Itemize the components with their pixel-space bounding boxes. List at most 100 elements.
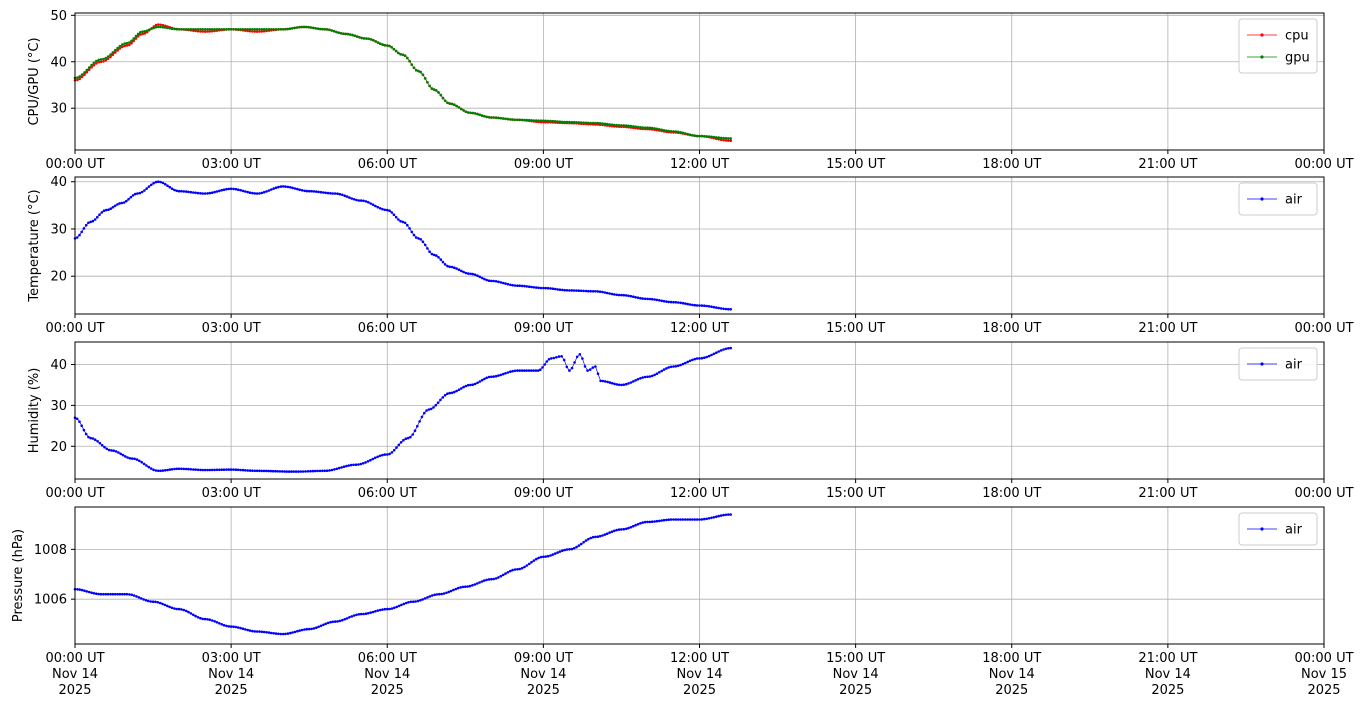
data-point — [414, 68, 418, 72]
data-point — [122, 201, 126, 204]
data-point — [196, 191, 200, 195]
data-point — [386, 607, 389, 611]
data-point — [462, 270, 465, 274]
data-point — [406, 223, 409, 227]
data-point — [622, 293, 626, 297]
data-point — [636, 296, 640, 300]
data-point — [246, 28, 249, 31]
series-air — [73, 513, 732, 636]
data-point — [392, 47, 396, 51]
data-point — [341, 618, 344, 622]
data-point — [381, 453, 384, 457]
data-point — [650, 520, 654, 523]
data-point — [608, 531, 611, 534]
data-point — [192, 613, 195, 617]
x-tick-label: 06:00 UT — [358, 486, 417, 501]
data-point — [485, 578, 488, 582]
data-point — [142, 462, 146, 466]
data-point — [253, 30, 257, 33]
data-point — [448, 265, 452, 269]
data-point — [371, 610, 375, 614]
data-point — [466, 585, 470, 588]
data-point — [439, 258, 443, 261]
data-point — [480, 580, 484, 583]
data-point — [570, 366, 574, 370]
data-point — [549, 554, 552, 557]
data-point — [91, 437, 95, 440]
data-point — [556, 120, 559, 123]
data-point — [85, 68, 89, 72]
data-point — [352, 614, 356, 617]
data-point — [293, 187, 297, 190]
data-point — [309, 469, 312, 473]
data-point — [455, 104, 458, 108]
data-point — [168, 27, 172, 30]
data-point — [328, 28, 331, 32]
data-point — [358, 36, 361, 39]
data-point — [333, 192, 337, 195]
data-point — [232, 625, 235, 628]
data-point — [168, 185, 172, 189]
data-point — [267, 631, 271, 634]
legend-box — [1238, 18, 1318, 74]
data-point — [525, 285, 529, 288]
data-point — [620, 124, 623, 127]
data-point — [471, 584, 474, 587]
legend-label: gpu — [1285, 51, 1310, 66]
data-point — [409, 435, 412, 439]
data-point — [605, 532, 609, 535]
data-point — [227, 625, 231, 628]
data-point — [311, 26, 315, 30]
data-point — [669, 518, 673, 521]
data-point — [539, 286, 543, 290]
data-point — [305, 189, 309, 193]
data-point — [695, 134, 699, 138]
data-point — [258, 630, 261, 633]
data-point — [388, 452, 391, 456]
data-point — [676, 364, 680, 368]
data-point — [369, 202, 373, 205]
data-point — [196, 468, 200, 472]
data-point — [125, 41, 129, 45]
data-point — [386, 44, 389, 47]
data-point — [196, 28, 200, 31]
data-point — [92, 63, 96, 67]
data-point — [355, 35, 359, 38]
data-point — [87, 66, 91, 69]
data-point — [82, 428, 86, 432]
data-point — [483, 277, 486, 281]
data-point — [480, 114, 484, 117]
data-point — [157, 180, 160, 183]
data-point — [123, 44, 126, 48]
data-point — [662, 129, 666, 132]
legend-label: air — [1285, 358, 1303, 373]
data-point — [85, 590, 89, 593]
data-point — [634, 125, 637, 128]
data-point — [367, 201, 370, 204]
data-point — [518, 118, 521, 122]
data-point — [321, 469, 324, 473]
data-point — [679, 518, 682, 521]
data-point — [457, 388, 461, 392]
x-tick-label: 09:00 UT — [514, 486, 573, 501]
data-point — [116, 203, 119, 206]
data-point — [653, 373, 656, 377]
data-point — [110, 449, 113, 452]
x-tick-label: 00:00 UT — [1294, 157, 1353, 172]
data-point — [123, 42, 126, 45]
data-point — [464, 110, 468, 113]
data-point — [262, 469, 266, 473]
data-point — [485, 278, 489, 282]
data-point — [707, 135, 711, 138]
data-point — [388, 44, 391, 48]
data-point — [686, 518, 689, 521]
data-point — [620, 383, 623, 387]
data-point — [281, 632, 285, 636]
data-point — [581, 357, 584, 360]
data-point — [648, 126, 652, 130]
data-point — [354, 463, 358, 467]
data-point — [291, 631, 294, 634]
data-point — [381, 608, 384, 611]
data-point — [461, 585, 465, 589]
data-point — [121, 453, 125, 457]
